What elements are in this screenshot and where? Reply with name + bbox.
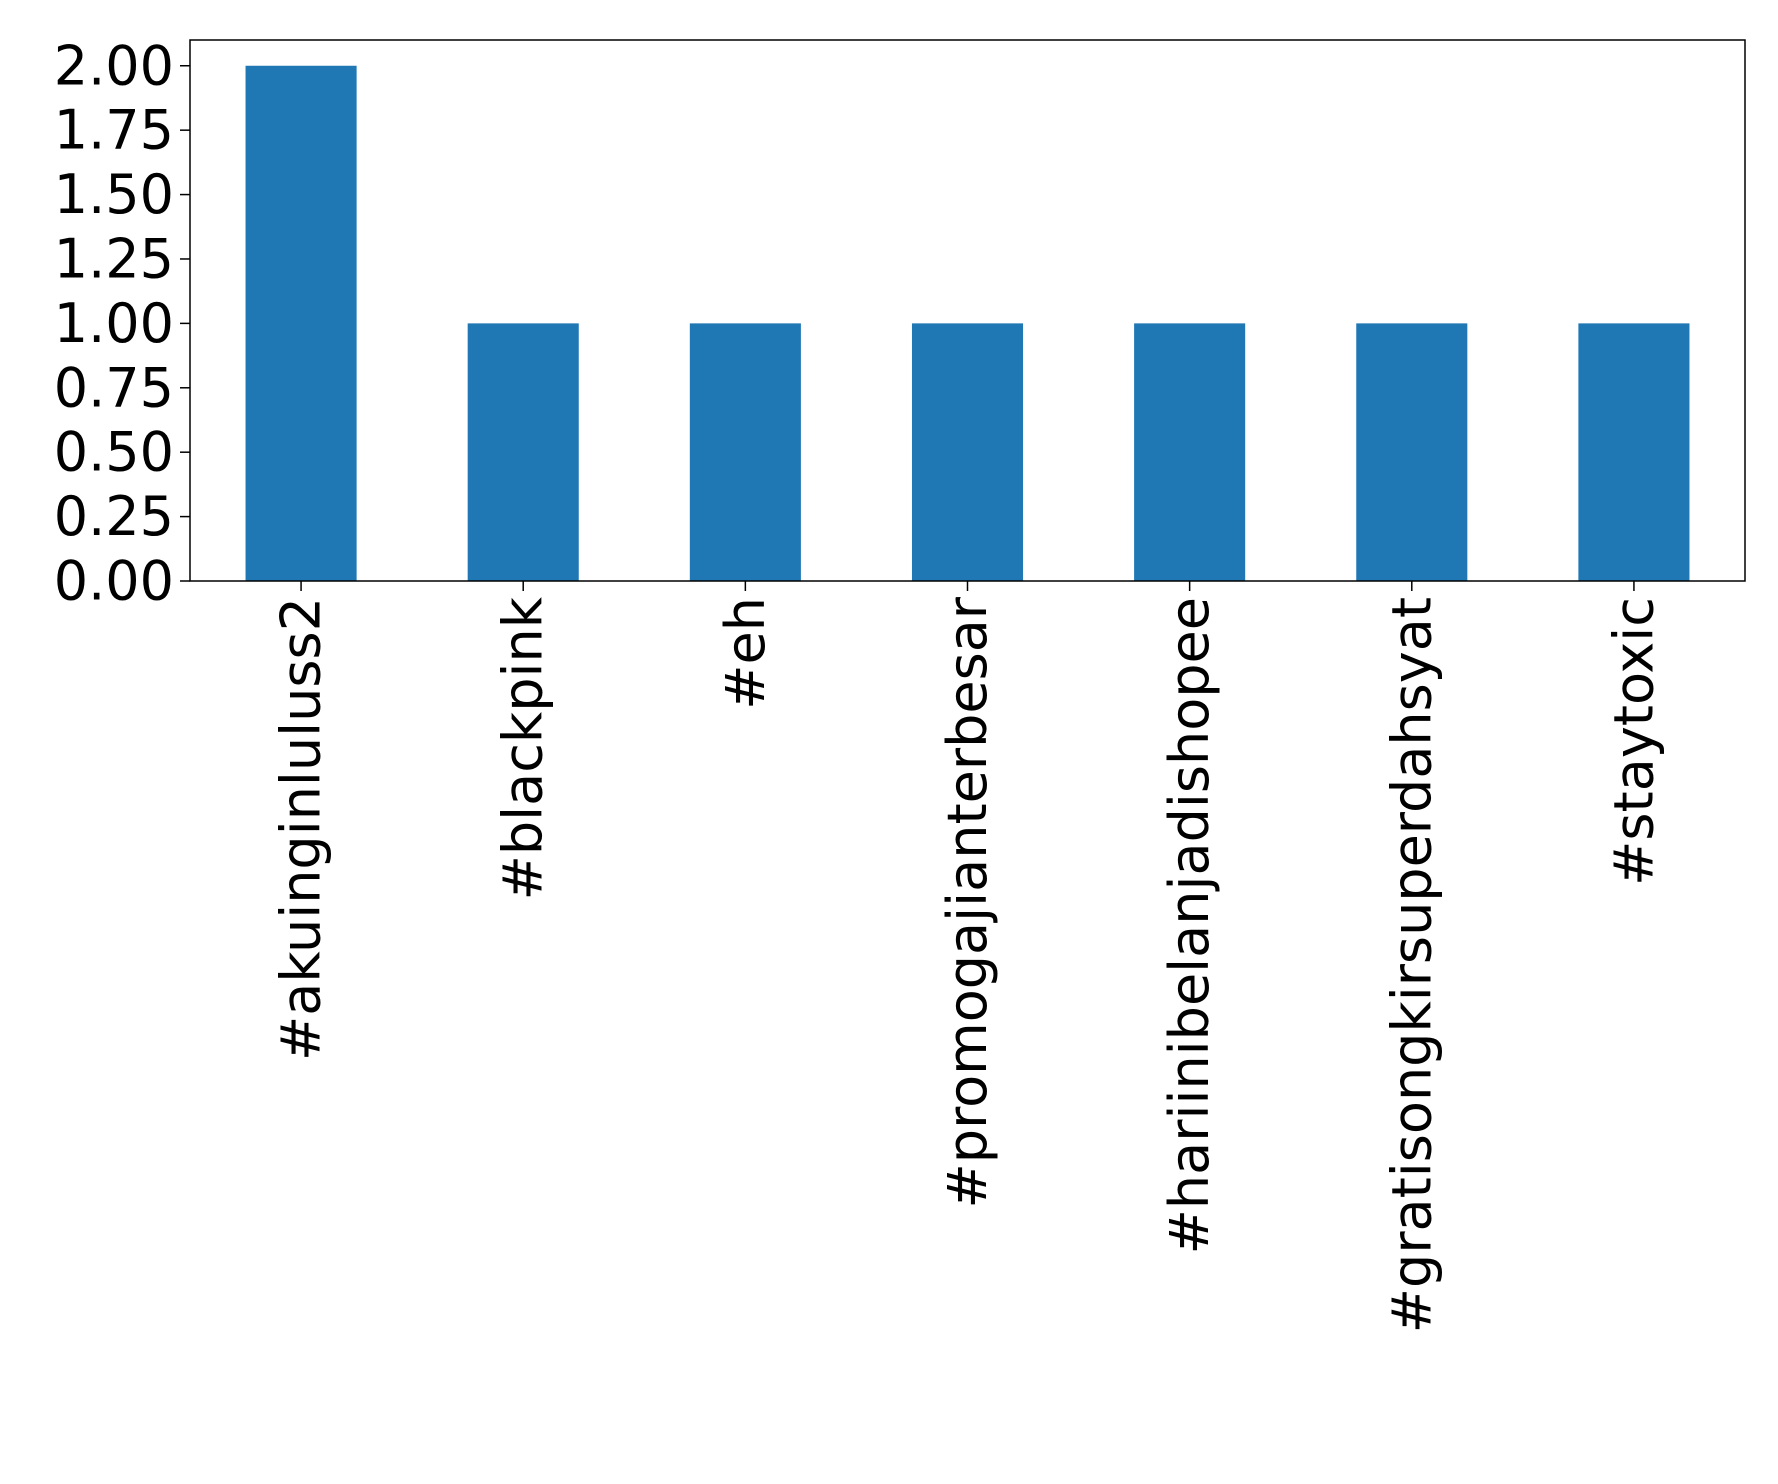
bar-3 bbox=[911, 323, 1024, 581]
y-axis: 0.000.250.500.751.001.251.501.752.00 bbox=[54, 34, 190, 613]
x-tick-label-1: #blackpink bbox=[492, 596, 555, 900]
bars-layer bbox=[245, 65, 1690, 581]
x-tick-label-5: #gratisongkirsuperdahsyat bbox=[1380, 597, 1443, 1333]
x-tick-label-6: #staytoxic bbox=[1602, 597, 1665, 886]
x-tick-label-4: #hariinibelanjadishopee bbox=[1158, 597, 1221, 1254]
y-tick-label-4: 1.00 bbox=[54, 292, 174, 355]
bar-5 bbox=[1356, 323, 1468, 581]
y-tick-label-8: 2.00 bbox=[54, 34, 174, 97]
x-tick-label-0: #akuinginluluss2 bbox=[270, 597, 333, 1061]
x-axis: #akuinginluluss2 #blackpink #eh #promogajia… bbox=[270, 581, 1665, 1333]
bar-2 bbox=[689, 323, 801, 581]
x-tick-label-2: #eh bbox=[714, 597, 777, 710]
y-tick-label-2: 0.50 bbox=[54, 421, 174, 484]
bar-6 bbox=[1578, 323, 1690, 581]
y-tick-label-3: 0.75 bbox=[54, 356, 174, 419]
bar-1 bbox=[467, 323, 579, 581]
y-tick-label-6: 1.50 bbox=[54, 163, 174, 226]
x-tick-label-3: #promogajianterbesar bbox=[936, 596, 999, 1208]
bar-0 bbox=[245, 65, 357, 581]
y-tick-label-0: 0.00 bbox=[54, 550, 174, 613]
y-tick-label-7: 1.75 bbox=[54, 99, 174, 162]
y-tick-label-1: 0.25 bbox=[54, 485, 174, 548]
y-tick-label-5: 1.25 bbox=[54, 227, 174, 290]
bar-4 bbox=[1134, 323, 1246, 581]
